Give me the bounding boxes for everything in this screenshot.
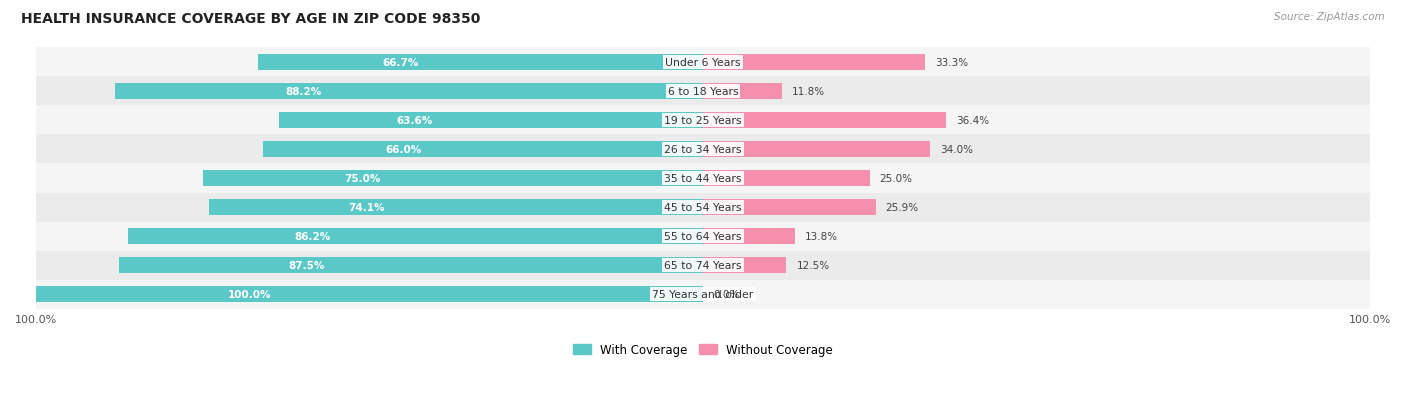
Text: 75.0%: 75.0% [344,173,381,184]
Text: 34.0%: 34.0% [939,145,973,154]
Bar [115,83,703,100]
Text: 86.2%: 86.2% [294,232,330,242]
Bar [37,280,1369,309]
Text: 65 to 74 Years: 65 to 74 Years [664,261,742,271]
Bar [37,193,1369,222]
Text: 55 to 64 Years: 55 to 64 Years [664,232,742,242]
Text: 88.2%: 88.2% [285,87,321,97]
Text: 13.8%: 13.8% [806,232,838,242]
Bar [703,199,876,216]
Bar [259,55,703,71]
Text: 25.9%: 25.9% [886,203,920,213]
Bar [202,171,703,187]
Text: Under 6 Years: Under 6 Years [665,57,741,67]
Text: 6 to 18 Years: 6 to 18 Years [668,87,738,97]
Bar [37,77,1369,106]
Text: 11.8%: 11.8% [792,87,825,97]
Text: 74.1%: 74.1% [349,203,385,213]
Bar [703,229,794,244]
Text: 63.6%: 63.6% [396,116,433,126]
Bar [703,171,870,187]
Bar [37,48,1369,77]
Bar [37,164,1369,193]
Bar [37,222,1369,251]
Text: 87.5%: 87.5% [288,261,325,271]
Text: 26 to 34 Years: 26 to 34 Years [664,145,742,154]
Bar [37,287,703,303]
Bar [703,83,782,100]
Text: 75 Years and older: 75 Years and older [652,290,754,300]
Legend: With Coverage, Without Coverage: With Coverage, Without Coverage [568,338,838,361]
Text: 36.4%: 36.4% [956,116,988,126]
Text: 12.5%: 12.5% [796,261,830,271]
Text: 66.7%: 66.7% [382,57,419,67]
Bar [278,113,703,128]
Text: 100.0%: 100.0% [228,290,271,300]
Text: 19 to 25 Years: 19 to 25 Years [664,116,742,126]
Bar [37,106,1369,135]
Bar [37,251,1369,280]
Bar [703,113,946,128]
Text: 45 to 54 Years: 45 to 54 Years [664,203,742,213]
Bar [703,142,929,157]
Text: 0.0%: 0.0% [713,290,740,300]
Text: 66.0%: 66.0% [385,145,422,154]
Bar [209,199,703,216]
Bar [263,142,703,157]
Bar [37,135,1369,164]
Text: 35 to 44 Years: 35 to 44 Years [664,173,742,184]
Bar [703,258,786,274]
Bar [703,55,925,71]
Text: HEALTH INSURANCE COVERAGE BY AGE IN ZIP CODE 98350: HEALTH INSURANCE COVERAGE BY AGE IN ZIP … [21,12,481,26]
Text: Source: ZipAtlas.com: Source: ZipAtlas.com [1274,12,1385,22]
Bar [120,258,703,274]
Bar [128,229,703,244]
Text: 25.0%: 25.0% [880,173,912,184]
Text: 33.3%: 33.3% [935,57,969,67]
